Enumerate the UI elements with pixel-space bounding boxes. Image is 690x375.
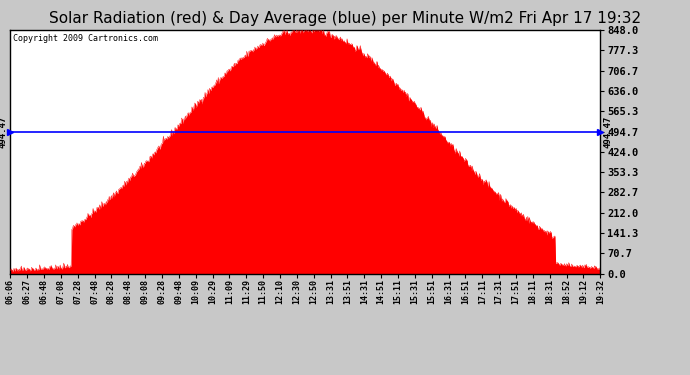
Text: Solar Radiation (red) & Day Average (blue) per Minute W/m2 Fri Apr 17 19:32: Solar Radiation (red) & Day Average (blu… (49, 11, 641, 26)
Text: Copyright 2009 Cartronics.com: Copyright 2009 Cartronics.com (13, 34, 158, 43)
Text: 494.47: 494.47 (0, 116, 8, 148)
Text: 494.47: 494.47 (603, 116, 612, 148)
